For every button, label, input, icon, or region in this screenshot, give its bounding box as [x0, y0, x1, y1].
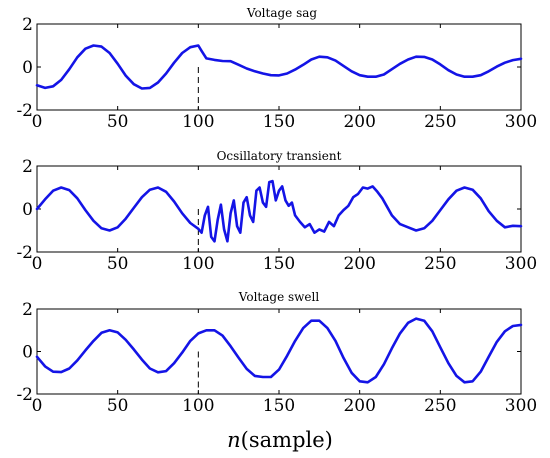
x-tick-label: 300: [505, 112, 537, 132]
series-line: [35, 179, 523, 243]
y-tick-label: -2: [16, 243, 33, 263]
x-tick-label: 250: [424, 254, 456, 274]
x-tick-label: 250: [424, 396, 456, 416]
panel-oscillatory-transient: Ocsillatory transient 0 50 100 150 200 250 300…: [16, 149, 537, 274]
x-tick-label: 300: [505, 254, 537, 274]
panel-title: Voltage sag: [246, 6, 318, 20]
plot-frame: [36, 308, 522, 395]
x-tick-label: 300: [505, 396, 537, 416]
x-tick-label: 200: [343, 396, 375, 416]
x-axis-label-var: n: [227, 428, 241, 452]
panel-title: Ocsillatory transient: [217, 149, 342, 163]
x-tick-label: 50: [107, 112, 129, 132]
series-line: [35, 44, 523, 90]
x-tick-label: 100: [182, 112, 214, 132]
x-tick-label: 150: [263, 254, 295, 274]
x-tick-label: 100: [182, 254, 214, 274]
x-tick-label: 250: [424, 112, 456, 132]
x-tick-label: 50: [107, 396, 129, 416]
x-tick-label: 200: [343, 254, 375, 274]
x-tick-label: 150: [263, 396, 295, 416]
y-tick-label: 2: [22, 15, 33, 35]
series-line: [35, 317, 523, 384]
plot-frame: [36, 165, 522, 253]
y-tick-label: 0: [22, 200, 33, 220]
x-tick-label: 0: [32, 112, 43, 132]
x-axis-label: n(sample): [227, 428, 333, 452]
y-tick-label: 2: [22, 300, 33, 320]
y-tick-label: -2: [16, 385, 33, 405]
x-axis-label-unit: (sample): [241, 428, 333, 452]
y-tick-label: -2: [16, 101, 33, 121]
x-tick-label: 200: [343, 112, 375, 132]
x-tick-label: 0: [32, 396, 43, 416]
y-tick-label: 0: [22, 343, 33, 363]
panel-title: Voltage swell: [238, 290, 320, 304]
x-tick-label: 0: [32, 254, 43, 274]
plot-frame: [36, 23, 522, 111]
y-tick-label: 2: [22, 157, 33, 177]
x-tick-label: 150: [263, 112, 295, 132]
x-tick-label: 50: [107, 254, 129, 274]
y-tick-label: 0: [22, 58, 33, 78]
x-tick-label: 100: [182, 396, 214, 416]
